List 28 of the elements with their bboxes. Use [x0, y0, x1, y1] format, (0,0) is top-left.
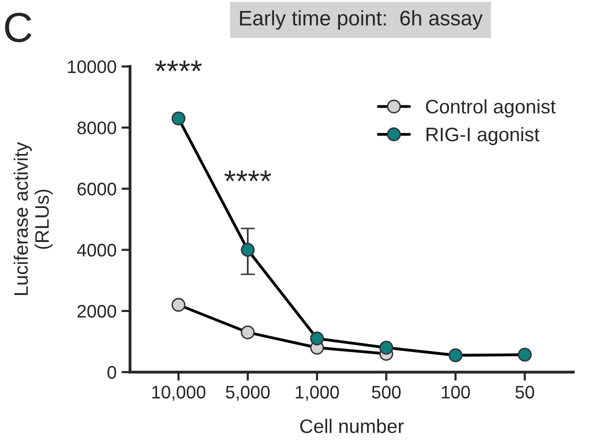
x-tick-label: 100	[442, 386, 470, 399]
annotation: ****	[155, 60, 202, 72]
legend-label: RIG-I agonist	[426, 127, 540, 146]
x-tick-label: 10,000	[152, 386, 206, 401]
x-tick-label: 50	[515, 386, 534, 399]
y-tick-label: 8000	[77, 122, 116, 134]
y-axis-title: Luciferase activity (RLUs)	[14, 142, 53, 295]
point	[172, 298, 186, 312]
point	[240, 242, 255, 257]
text: C	[5, 12, 32, 42]
annotation: ****	[224, 170, 272, 182]
x-tick-label: 500	[372, 386, 401, 399]
point	[172, 111, 186, 126]
y-tick-label: 10000	[68, 60, 116, 74]
point	[518, 348, 532, 362]
y-tick-label: 6000	[78, 182, 116, 196]
y-tick-label: 0	[107, 366, 116, 379]
y-tick-label: 4000	[77, 244, 116, 257]
point	[310, 332, 324, 346]
chart-title: Early time point: 6h assay	[240, 10, 483, 30]
point	[448, 348, 462, 362]
x-axis-title: Cell number	[300, 418, 404, 434]
x-tick-label: 1,000	[296, 386, 339, 401]
point	[240, 325, 255, 340]
x-tick-label: 5,000	[226, 386, 270, 401]
legend-label: Control agonist	[426, 99, 556, 118]
y-tick-label: 2000	[78, 304, 116, 318]
point	[379, 340, 394, 355]
